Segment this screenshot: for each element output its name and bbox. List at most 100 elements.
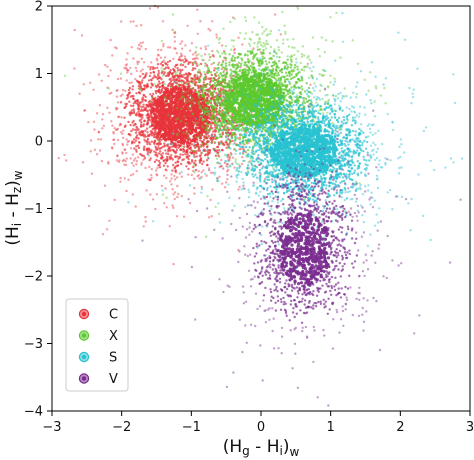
point-x	[230, 39, 233, 42]
point-c	[137, 105, 141, 108]
point-x	[201, 90, 204, 93]
point-x	[231, 63, 234, 67]
point-c	[131, 141, 134, 144]
point-c	[154, 169, 158, 172]
point-x	[217, 212, 221, 216]
point-c	[183, 61, 186, 64]
point-c	[137, 43, 141, 47]
point-c	[123, 148, 126, 151]
point-x	[197, 68, 201, 72]
point-c	[125, 138, 128, 141]
point-x	[232, 85, 236, 89]
point-c	[149, 93, 152, 96]
point-x	[220, 84, 224, 88]
point-c	[116, 107, 119, 110]
point-c	[142, 123, 146, 126]
point-c	[206, 163, 209, 167]
point-c	[150, 124, 154, 127]
point-c	[221, 44, 224, 47]
point-x	[222, 71, 225, 74]
point-c	[90, 172, 94, 175]
point-x	[198, 86, 202, 89]
point-x	[247, 161, 250, 164]
point-c	[139, 101, 142, 104]
point-x	[219, 133, 222, 136]
point-c	[157, 159, 161, 163]
point-c	[241, 156, 244, 159]
point-c	[149, 66, 152, 69]
point-x	[246, 105, 250, 109]
point-c	[95, 112, 99, 115]
point-c	[202, 59, 205, 62]
point-c	[230, 128, 234, 132]
point-c	[135, 159, 138, 163]
point-c	[137, 110, 140, 113]
point-c	[126, 71, 129, 74]
point-c	[192, 93, 196, 98]
point-c	[162, 45, 165, 48]
point-x	[157, 139, 160, 142]
point-c	[163, 56, 167, 59]
point-c	[167, 84, 170, 88]
point-c	[152, 67, 155, 71]
point-c	[138, 131, 141, 134]
point-x	[197, 100, 201, 104]
point-x	[244, 70, 247, 74]
point-x	[214, 205, 217, 209]
point-x	[280, 51, 283, 54]
point-x	[206, 136, 209, 139]
point-c	[189, 162, 192, 165]
point-x	[228, 84, 232, 88]
point-c	[146, 141, 149, 144]
point-c	[173, 191, 177, 194]
point-x	[231, 70, 234, 73]
point-x	[213, 73, 217, 77]
point-c	[125, 63, 129, 66]
point-c	[193, 146, 197, 149]
point-x	[291, 69, 294, 72]
point-x	[277, 46, 280, 49]
point-c	[238, 185, 241, 189]
point-c	[173, 35, 176, 39]
point-c	[180, 194, 183, 198]
point-c	[178, 68, 182, 72]
point-c	[200, 171, 203, 174]
point-c	[148, 141, 151, 144]
point-x	[211, 77, 214, 80]
point-c	[121, 88, 125, 92]
point-c	[205, 159, 209, 162]
point-c	[98, 104, 102, 107]
point-c	[120, 116, 123, 119]
point-x	[180, 145, 184, 148]
point-x	[284, 32, 287, 35]
point-c	[115, 159, 119, 162]
point-c	[191, 57, 195, 61]
point-x	[206, 195, 209, 198]
point-x	[315, 101, 318, 104]
point-x	[195, 90, 198, 94]
point-c	[156, 62, 160, 66]
point-c	[93, 148, 97, 151]
point-x	[205, 101, 208, 104]
point-c	[226, 168, 230, 172]
point-x	[202, 94, 206, 97]
point-c	[150, 173, 153, 177]
point-c	[139, 42, 142, 45]
point-c	[167, 153, 170, 156]
point-c	[149, 193, 152, 196]
point-c	[219, 165, 223, 168]
point-c	[155, 193, 159, 196]
point-x	[296, 7, 300, 10]
point-c	[143, 157, 147, 160]
point-x	[317, 109, 320, 113]
point-x	[266, 89, 271, 93]
point-x	[258, 78, 262, 82]
point-c	[182, 150, 185, 153]
point-c	[172, 193, 175, 196]
point-s	[341, 94, 344, 98]
point-c	[218, 165, 221, 169]
point-c	[157, 101, 161, 105]
point-x	[222, 74, 225, 77]
point-c	[146, 137, 150, 141]
point-c	[181, 134, 185, 138]
